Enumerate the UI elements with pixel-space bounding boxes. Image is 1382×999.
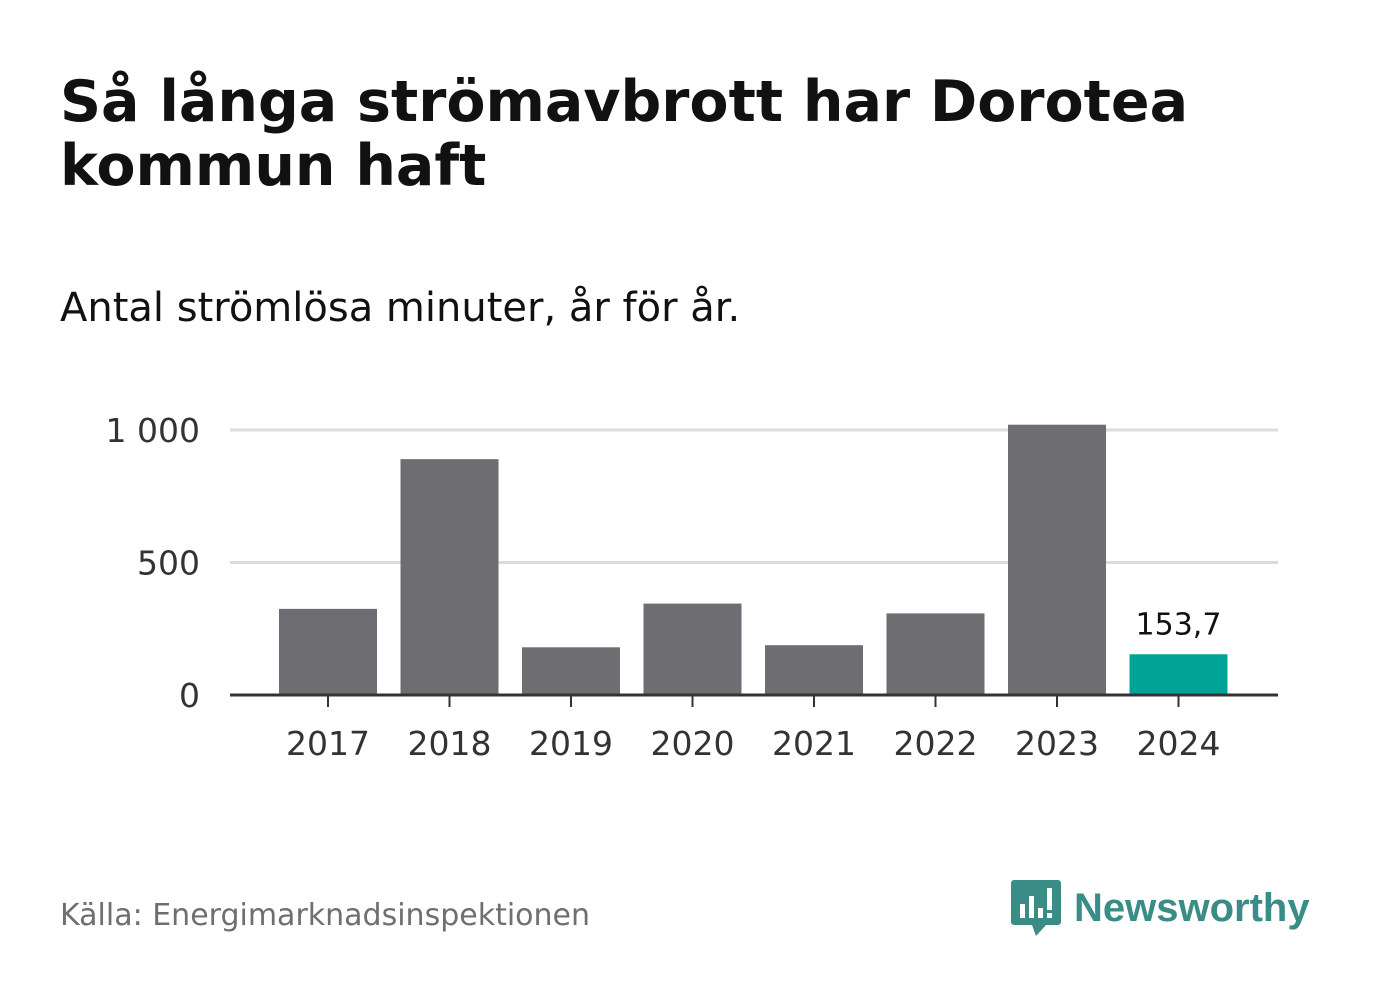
chart-title: Så långa strömavbrott har Dorotea kommun… <box>60 69 1189 199</box>
grid-lines <box>230 428 1278 564</box>
bar-2020 <box>643 603 742 695</box>
x-tick-label: 2023 <box>1015 724 1099 763</box>
y-tick-label: 1 000 <box>106 411 200 450</box>
bar-2019 <box>522 647 620 695</box>
newsworthy-icon <box>1011 880 1061 936</box>
bar-2023 <box>1008 424 1106 695</box>
bar-2022 <box>886 613 985 695</box>
source-note: Källa: Energimarknadsinspektionen <box>60 898 591 933</box>
brand-name: Newsworthy <box>1074 885 1310 930</box>
x-tick-label: 2022 <box>894 724 978 763</box>
data-label: 153,7 <box>1136 607 1222 642</box>
x-axis: 2017 2018 2019 2020 2021 2022 2023 2024 <box>230 693 1278 763</box>
x-tick-label: 2018 <box>408 724 492 763</box>
bar-2018 <box>400 459 499 695</box>
y-axis-ticks: 0 500 1 000 <box>106 411 200 715</box>
chart-subtitle: Antal strömlösa minuter, år för år. <box>60 285 741 331</box>
y-tick-label: 0 <box>179 676 200 715</box>
bar-2017 <box>279 608 377 695</box>
x-tick-label: 2017 <box>286 724 370 763</box>
y-tick-label: 500 <box>137 544 200 583</box>
brand-logo: Newsworthy <box>1010 878 1310 938</box>
x-tick-label: 2021 <box>772 724 856 763</box>
bars <box>279 424 1228 695</box>
x-tick-label: 2024 <box>1137 724 1221 763</box>
data-labels: 153,7 <box>1136 607 1222 642</box>
bar-2021 <box>765 645 863 695</box>
bar-2024 <box>1129 654 1228 695</box>
x-tick-label: 2020 <box>651 724 735 763</box>
x-tick-label: 2019 <box>529 724 613 763</box>
